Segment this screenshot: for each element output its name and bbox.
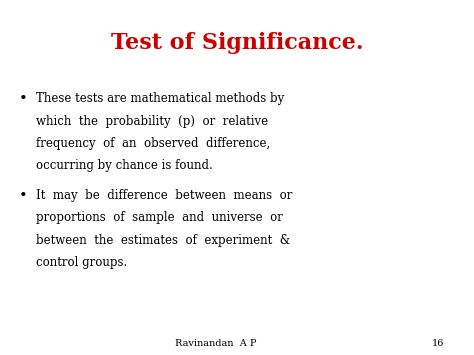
Text: which  the  probability  (p)  or  relative: which the probability (p) or relative xyxy=(36,115,268,128)
Text: frequency  of  an  observed  difference,: frequency of an observed difference, xyxy=(36,137,270,150)
Text: It  may  be  difference  between  means  or: It may be difference between means or xyxy=(36,189,292,202)
Text: control groups.: control groups. xyxy=(36,256,127,269)
Text: Test of Significance.: Test of Significance. xyxy=(111,32,363,54)
Text: These tests are mathematical methods by: These tests are mathematical methods by xyxy=(36,92,284,105)
Text: •: • xyxy=(19,189,27,203)
Text: occurring by chance is found.: occurring by chance is found. xyxy=(36,159,212,173)
Text: 16: 16 xyxy=(431,339,444,348)
Text: •: • xyxy=(19,92,27,106)
Text: Ravinandan  A P: Ravinandan A P xyxy=(175,339,257,348)
Text: proportions  of  sample  and  universe  or: proportions of sample and universe or xyxy=(36,211,283,224)
Text: between  the  estimates  of  experiment  &: between the estimates of experiment & xyxy=(36,234,290,247)
